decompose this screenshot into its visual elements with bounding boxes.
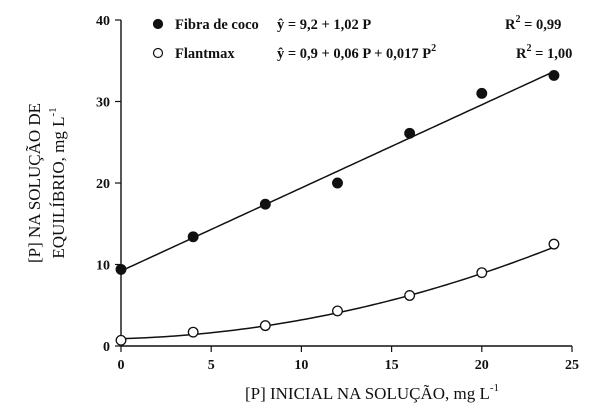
data-point-series0-4	[404, 127, 416, 139]
y-tick-label: 0	[103, 340, 110, 355]
fit-line-0	[120, 70, 555, 272]
data-point-series0-0	[115, 263, 127, 275]
y-axis-title-line1: [P] NA SOLUÇÃO DE	[25, 103, 44, 263]
axes: 0 5 10 15 20 25 0 10 20 30 40	[96, 14, 579, 373]
data-point-series1-1	[187, 326, 199, 338]
legend-r2-flantmax: R2 = 1,00	[516, 43, 572, 62]
y-tick-label: 20	[96, 177, 110, 192]
data-point-series1-4	[404, 290, 416, 301]
data-point-series0-6	[548, 69, 560, 81]
x-tick-label: 5	[208, 358, 215, 373]
y-axis-title-line2-text: EQUILÍBRIO, mg L	[49, 117, 68, 259]
y-tick-label: 10	[96, 259, 110, 274]
y-tick-label: 30	[96, 96, 110, 111]
legend-r2-value-flantmax: = 1,00	[531, 46, 572, 62]
legend-equation-flantmax: ŷ = 0,9 + 0,06 P + 0,017 P2	[277, 43, 436, 62]
legend-equation-fibra-de-coco: ŷ = 9,2 + 1,02 P	[277, 17, 371, 33]
legend-marker-fibra-de-coco	[152, 18, 164, 30]
data-point-series1-5	[476, 267, 488, 279]
fit-line-1	[120, 246, 555, 340]
data-point-series1-0	[115, 334, 127, 346]
x-tick-label: 0	[118, 358, 125, 373]
x-tick-label: 10	[294, 358, 308, 373]
x-tick-label: 15	[385, 358, 399, 373]
y-axis-title: [P] NA SOLUÇÃO DE EQUILÍBRIO, mg L-1	[25, 103, 68, 263]
legend-r2-fibra-de-coco: R2 = 0,99	[505, 14, 561, 33]
x-tick-label: 20	[475, 358, 489, 373]
legend-r2-exponent-flantmax: 2	[526, 43, 531, 54]
data-point-series0-1	[187, 231, 199, 243]
legend-name-flantmax: Flantmax	[175, 46, 235, 62]
legend-r2-symbol-fibra-de-coco: R	[505, 17, 516, 33]
data-point-series1-6	[548, 238, 560, 250]
legend-marker-flantmax	[152, 47, 164, 59]
data-point-series0-2	[259, 198, 271, 210]
x-tick-label: 25	[565, 358, 579, 373]
legend-r2-value-fibra-de-coco: = 0,99	[520, 17, 561, 33]
legend-r2-exponent-fibra-de-coco: 2	[515, 14, 520, 25]
x-axis-title-text: [P] INICIAL NA SOLUÇÃO, mg L	[245, 384, 490, 403]
fit-lines	[120, 70, 555, 340]
data-point-series0-3	[332, 177, 343, 189]
legend-r2-symbol-flantmax: R	[516, 46, 527, 62]
legend-name-fibra-de-coco: Fibra de coco	[175, 17, 259, 33]
y-axis-title-line2: EQUILÍBRIO, mg L-1	[47, 107, 68, 258]
legend-equation-flantmax-exponent: 2	[431, 43, 436, 54]
legend: Fibra de coco ŷ = 9,2 + 1,02 P R2 = 0,99…	[152, 14, 572, 62]
data-point-series0-5	[476, 87, 488, 99]
y-axis-title-exponent: -1	[47, 107, 59, 116]
data-point-series1-3	[332, 305, 343, 317]
x-axis-title: [P] INICIAL NA SOLUÇÃO, mg L-1	[245, 382, 499, 403]
x-axis-title-exponent: -1	[490, 382, 499, 394]
data-points	[115, 69, 560, 346]
data-point-series1-2	[259, 320, 271, 332]
legend-equation-flantmax-main: ŷ = 0,9 + 0,06 P + 0,017 P	[277, 46, 431, 62]
y-tick-label: 40	[96, 14, 110, 29]
